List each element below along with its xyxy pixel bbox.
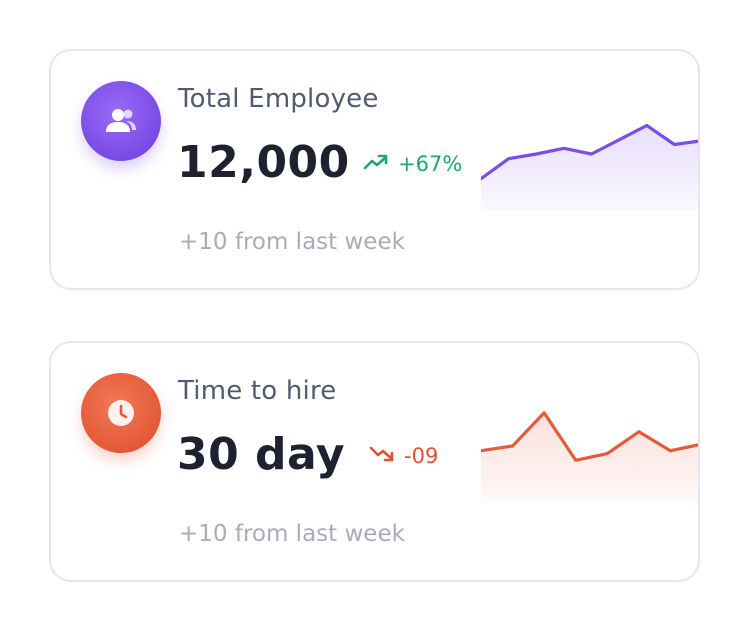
total-employee-card: Total Employee 12,000 +67% +10 from last…	[49, 49, 700, 290]
sparkline-area	[481, 125, 698, 211]
users-icon	[104, 106, 138, 136]
card-title: Time to hire	[178, 376, 337, 406]
change-value: +67%	[398, 152, 463, 176]
clock-icon	[106, 398, 136, 428]
trend-down-icon	[369, 444, 404, 468]
hire-avatar	[81, 373, 161, 453]
card-title: Total Employee	[178, 84, 379, 114]
sparkline-line	[481, 411, 698, 462]
card-value: 30 day	[177, 429, 346, 480]
employee-sparkline	[481, 123, 698, 211]
sparkline-line	[481, 123, 698, 181]
employee-avatar	[81, 81, 161, 161]
change-indicator: -09	[369, 444, 438, 468]
trend-up-icon	[363, 152, 398, 176]
time-to-hire-card: Time to hire 30 day -09 +10 from last we…	[49, 341, 700, 582]
card-footnote: +10 from last week	[179, 521, 405, 547]
change-indicator: +67%	[363, 152, 462, 176]
hire-sparkline	[481, 411, 698, 503]
card-footnote: +10 from last week	[179, 229, 405, 255]
card-value: 12,000	[177, 137, 350, 188]
change-value: -09	[404, 444, 439, 468]
